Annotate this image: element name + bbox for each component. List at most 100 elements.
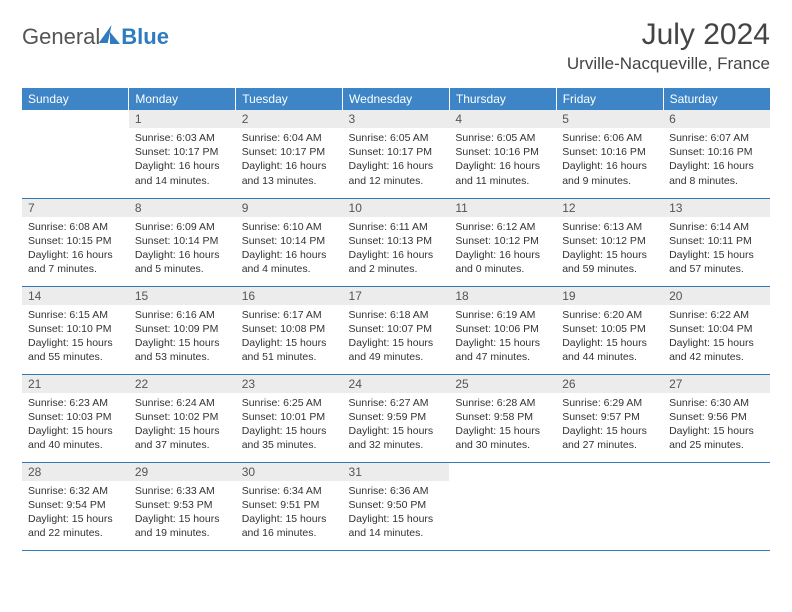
day-content: Sunrise: 6:19 AMSunset: 10:06 PMDaylight… [449,305,556,370]
calendar-cell: 15Sunrise: 6:16 AMSunset: 10:09 PMDaylig… [129,286,236,374]
day-content: Sunrise: 6:34 AMSunset: 9:51 PMDaylight:… [236,481,343,546]
calendar-cell: 20Sunrise: 6:22 AMSunset: 10:04 PMDaylig… [663,286,770,374]
day-content: Sunrise: 6:05 AMSunset: 10:16 PMDaylight… [449,128,556,193]
calendar-cell: 17Sunrise: 6:18 AMSunset: 10:07 PMDaylig… [343,286,450,374]
calendar-cell: 9Sunrise: 6:10 AMSunset: 10:14 PMDayligh… [236,198,343,286]
day-content: Sunrise: 6:33 AMSunset: 9:53 PMDaylight:… [129,481,236,546]
day-number: 1 [129,110,236,128]
calendar-cell: 8Sunrise: 6:09 AMSunset: 10:14 PMDayligh… [129,198,236,286]
day-number: 6 [663,110,770,128]
logo-sail-icon-2 [110,32,120,44]
location-subtitle: Urville-Nacqueville, France [567,54,770,74]
day-content: Sunrise: 6:13 AMSunset: 10:12 PMDaylight… [556,217,663,282]
calendar-cell: 12Sunrise: 6:13 AMSunset: 10:12 PMDaylig… [556,198,663,286]
day-content: Sunrise: 6:30 AMSunset: 9:56 PMDaylight:… [663,393,770,458]
weekday-header: Wednesday [343,88,450,110]
day-content: Sunrise: 6:18 AMSunset: 10:07 PMDaylight… [343,305,450,370]
day-number: 19 [556,287,663,305]
day-number: 20 [663,287,770,305]
day-content: Sunrise: 6:04 AMSunset: 10:17 PMDaylight… [236,128,343,193]
day-content: Sunrise: 6:12 AMSunset: 10:12 PMDaylight… [449,217,556,282]
calendar-cell: 21Sunrise: 6:23 AMSunset: 10:03 PMDaylig… [22,374,129,462]
day-content: Sunrise: 6:09 AMSunset: 10:14 PMDaylight… [129,217,236,282]
page-title: July 2024 [567,18,770,52]
calendar-cell: 13Sunrise: 6:14 AMSunset: 10:11 PMDaylig… [663,198,770,286]
calendar-cell: 4Sunrise: 6:05 AMSunset: 10:16 PMDayligh… [449,110,556,198]
day-content: Sunrise: 6:22 AMSunset: 10:04 PMDaylight… [663,305,770,370]
day-content: Sunrise: 6:29 AMSunset: 9:57 PMDaylight:… [556,393,663,458]
header: General Blue July 2024 Urville-Nacquevil… [22,18,770,74]
day-number: 29 [129,463,236,481]
calendar-cell: 0 [449,462,556,550]
day-number: 11 [449,199,556,217]
weekday-header: Saturday [663,88,770,110]
calendar-cell: 5Sunrise: 6:06 AMSunset: 10:16 PMDayligh… [556,110,663,198]
calendar-row: 14Sunrise: 6:15 AMSunset: 10:10 PMDaylig… [22,286,770,374]
weekday-header: Friday [556,88,663,110]
day-content: Sunrise: 6:10 AMSunset: 10:14 PMDaylight… [236,217,343,282]
calendar-cell: 18Sunrise: 6:19 AMSunset: 10:06 PMDaylig… [449,286,556,374]
day-content: Sunrise: 6:32 AMSunset: 9:54 PMDaylight:… [22,481,129,546]
calendar-cell: 28Sunrise: 6:32 AMSunset: 9:54 PMDayligh… [22,462,129,550]
day-number: 7 [22,199,129,217]
day-number: 12 [556,199,663,217]
day-number: 26 [556,375,663,393]
calendar-cell: 31Sunrise: 6:36 AMSunset: 9:50 PMDayligh… [343,462,450,550]
day-number: 27 [663,375,770,393]
calendar-row: 0 1Sunrise: 6:03 AMSunset: 10:17 PMDayli… [22,110,770,198]
day-number: 21 [22,375,129,393]
calendar-cell: 22Sunrise: 6:24 AMSunset: 10:02 PMDaylig… [129,374,236,462]
day-content: Sunrise: 6:14 AMSunset: 10:11 PMDaylight… [663,217,770,282]
calendar-cell: 6Sunrise: 6:07 AMSunset: 10:16 PMDayligh… [663,110,770,198]
logo-word-blue: Blue [121,24,169,50]
weekday-header: Tuesday [236,88,343,110]
day-content: Sunrise: 6:15 AMSunset: 10:10 PMDaylight… [22,305,129,370]
day-number: 13 [663,199,770,217]
day-content: Sunrise: 6:23 AMSunset: 10:03 PMDaylight… [22,393,129,458]
day-content: Sunrise: 6:27 AMSunset: 9:59 PMDaylight:… [343,393,450,458]
day-number: 4 [449,110,556,128]
calendar-cell: 0 [556,462,663,550]
day-content: Sunrise: 6:07 AMSunset: 10:16 PMDaylight… [663,128,770,193]
day-number: 16 [236,287,343,305]
day-content: Sunrise: 6:06 AMSunset: 10:16 PMDaylight… [556,128,663,193]
calendar-row: 21Sunrise: 6:23 AMSunset: 10:03 PMDaylig… [22,374,770,462]
calendar-cell: 2Sunrise: 6:04 AMSunset: 10:17 PMDayligh… [236,110,343,198]
calendar-cell: 25Sunrise: 6:28 AMSunset: 9:58 PMDayligh… [449,374,556,462]
day-content: Sunrise: 6:36 AMSunset: 9:50 PMDaylight:… [343,481,450,546]
weekday-header: Thursday [449,88,556,110]
calendar-cell: 19Sunrise: 6:20 AMSunset: 10:05 PMDaylig… [556,286,663,374]
day-number: 31 [343,463,450,481]
calendar-cell: 23Sunrise: 6:25 AMSunset: 10:01 PMDaylig… [236,374,343,462]
calendar-cell: 16Sunrise: 6:17 AMSunset: 10:08 PMDaylig… [236,286,343,374]
day-number: 5 [556,110,663,128]
weekday-header: Monday [129,88,236,110]
day-content: Sunrise: 6:08 AMSunset: 10:15 PMDaylight… [22,217,129,282]
day-content: Sunrise: 6:16 AMSunset: 10:09 PMDaylight… [129,305,236,370]
day-number: 10 [343,199,450,217]
day-content: Sunrise: 6:24 AMSunset: 10:02 PMDaylight… [129,393,236,458]
calendar-cell: 7Sunrise: 6:08 AMSunset: 10:15 PMDayligh… [22,198,129,286]
weekday-header-row: SundayMondayTuesdayWednesdayThursdayFrid… [22,88,770,110]
day-content: Sunrise: 6:17 AMSunset: 10:08 PMDaylight… [236,305,343,370]
day-number: 8 [129,199,236,217]
day-number: 3 [343,110,450,128]
calendar-row: 7Sunrise: 6:08 AMSunset: 10:15 PMDayligh… [22,198,770,286]
day-content: Sunrise: 6:03 AMSunset: 10:17 PMDaylight… [129,128,236,193]
logo-word-general: General [22,24,100,50]
calendar-cell: 27Sunrise: 6:30 AMSunset: 9:56 PMDayligh… [663,374,770,462]
day-number: 30 [236,463,343,481]
calendar-cell: 0 [663,462,770,550]
day-number: 17 [343,287,450,305]
day-content: Sunrise: 6:11 AMSunset: 10:13 PMDaylight… [343,217,450,282]
day-number: 14 [22,287,129,305]
calendar-cell: 1Sunrise: 6:03 AMSunset: 10:17 PMDayligh… [129,110,236,198]
day-content: Sunrise: 6:25 AMSunset: 10:01 PMDaylight… [236,393,343,458]
calendar-cell: 29Sunrise: 6:33 AMSunset: 9:53 PMDayligh… [129,462,236,550]
day-number: 9 [236,199,343,217]
calendar-cell: 24Sunrise: 6:27 AMSunset: 9:59 PMDayligh… [343,374,450,462]
day-number: 2 [236,110,343,128]
day-content: Sunrise: 6:20 AMSunset: 10:05 PMDaylight… [556,305,663,370]
day-content: Sunrise: 6:28 AMSunset: 9:58 PMDaylight:… [449,393,556,458]
calendar-cell: 11Sunrise: 6:12 AMSunset: 10:12 PMDaylig… [449,198,556,286]
